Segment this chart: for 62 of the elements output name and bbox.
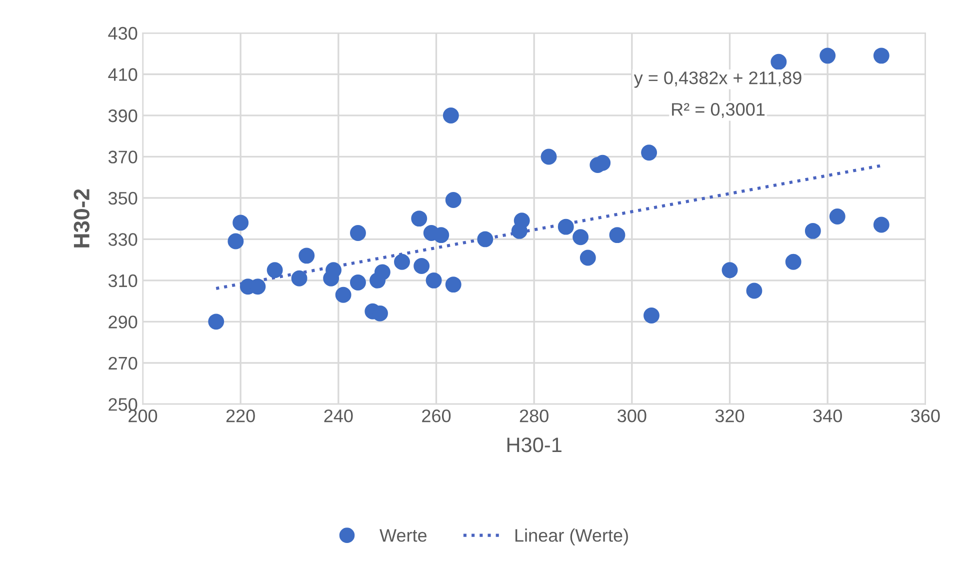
point bbox=[820, 48, 836, 64]
x-tick-label: 220 bbox=[226, 409, 255, 422]
legend-label: Linear (Werte) bbox=[515, 528, 628, 546]
y-tick-label: 290 bbox=[108, 316, 138, 328]
point bbox=[580, 250, 596, 266]
point bbox=[350, 225, 366, 241]
point bbox=[394, 254, 410, 270]
point bbox=[335, 286, 352, 303]
point bbox=[609, 227, 626, 244]
x-tick-label: 280 bbox=[520, 409, 548, 422]
point bbox=[442, 108, 459, 124]
point bbox=[228, 233, 244, 250]
point bbox=[426, 272, 442, 288]
point bbox=[298, 248, 315, 264]
point bbox=[414, 258, 430, 274]
y-tick-label: 310 bbox=[108, 274, 138, 288]
point bbox=[374, 264, 390, 280]
point bbox=[445, 192, 462, 208]
point bbox=[804, 222, 821, 239]
x-tick-label: 340 bbox=[813, 409, 842, 422]
point bbox=[291, 270, 308, 286]
annotation: R² = 0,3001 bbox=[672, 103, 765, 118]
point bbox=[232, 214, 249, 231]
point bbox=[208, 314, 224, 330]
point bbox=[641, 144, 658, 161]
point bbox=[785, 254, 802, 270]
point bbox=[829, 208, 846, 224]
x-tick-label: 240 bbox=[324, 409, 353, 422]
point bbox=[540, 148, 557, 165]
y-tick-label: 270 bbox=[108, 356, 138, 370]
y-tick-label: 250 bbox=[108, 398, 138, 411]
annotation: y = 0,4382x + 211,89 bbox=[634, 71, 802, 88]
x-tick-label: 300 bbox=[618, 409, 646, 422]
point bbox=[326, 262, 342, 278]
point bbox=[770, 54, 787, 70]
point bbox=[433, 227, 450, 244]
y-tick-label: 330 bbox=[108, 233, 138, 246]
point bbox=[558, 218, 574, 235]
point bbox=[644, 308, 660, 324]
x-axis-title: H30-1 bbox=[507, 437, 562, 452]
point bbox=[477, 231, 494, 248]
y-axis-title: H30-2 bbox=[74, 189, 90, 248]
y-tick-label: 410 bbox=[108, 68, 138, 81]
point bbox=[411, 210, 428, 227]
x-tick-label: 320 bbox=[715, 409, 744, 422]
point bbox=[722, 262, 738, 278]
point bbox=[572, 229, 589, 246]
point bbox=[873, 48, 890, 64]
x-tick-label: 360 bbox=[911, 409, 940, 422]
y-tick-label: 350 bbox=[108, 192, 138, 205]
y-tick-label: 390 bbox=[108, 109, 138, 122]
y-tick-label: 430 bbox=[108, 26, 138, 40]
point bbox=[746, 282, 762, 299]
point bbox=[873, 216, 890, 233]
point bbox=[266, 262, 283, 278]
point bbox=[445, 276, 462, 293]
x-tick-label: 200 bbox=[128, 409, 158, 422]
point bbox=[514, 212, 530, 229]
point bbox=[350, 274, 366, 290]
legend-label: Werte bbox=[380, 529, 427, 542]
y-tick-label: 370 bbox=[108, 150, 138, 164]
x-tick-label: 260 bbox=[422, 409, 451, 422]
